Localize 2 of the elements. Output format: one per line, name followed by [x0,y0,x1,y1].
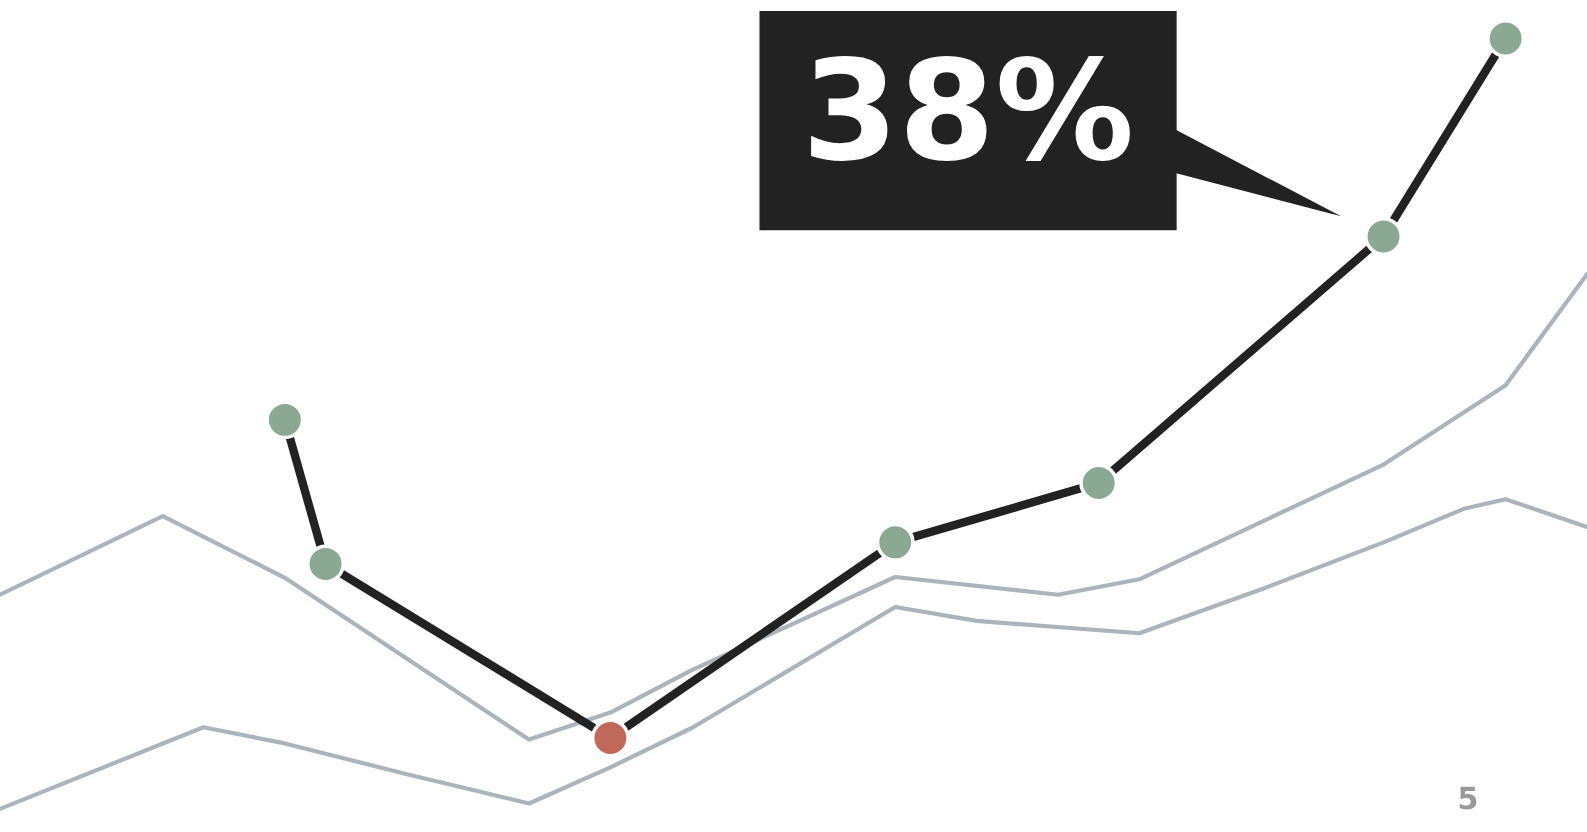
annotation: 5 [1459,786,1477,810]
annotation: 38% [811,55,1130,161]
